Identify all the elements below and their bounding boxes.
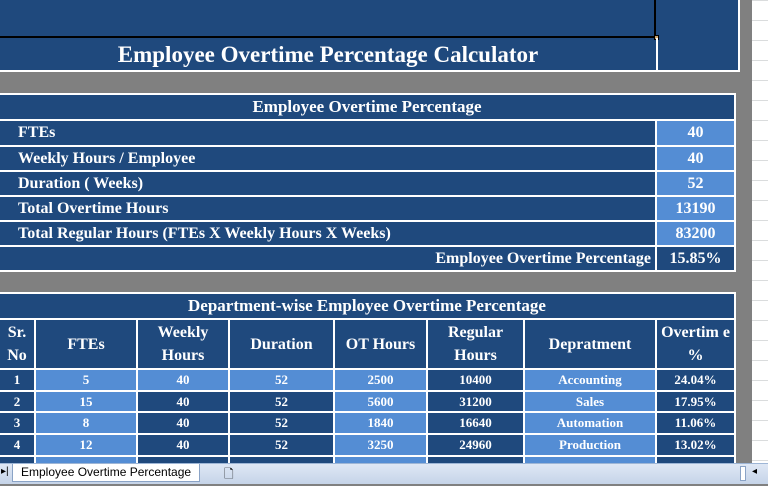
page-title: Employee Overtime Percentage Calculator [117,42,539,67]
table-cell: 52 [230,370,335,392]
table-cell: 15 [36,392,138,413]
column-header: Sr. No [0,320,36,370]
column-header: Weekly Hours [138,320,230,370]
table-cell: 11.06% [657,413,736,435]
sheet-tab-bar: ▸| Employee Overtime Percentage 🗋 ◂ [0,463,768,484]
summary-label: Weekly Hours / Employee [0,147,657,172]
table-cell: Accounting [525,370,657,392]
dept-heading: Department-wise Employee Overtime Percen… [0,294,736,320]
table-cell: 1 [0,370,36,392]
selection-box[interactable] [0,0,656,38]
table-cell: 12 [36,435,138,457]
table-cell: 4 [0,435,36,457]
column-header: Duration [230,320,335,370]
table-cell: 10400 [428,370,525,392]
column-header: FTEs [36,320,138,370]
table-cell: 40 [138,413,230,435]
table-cell: Sales [525,392,657,413]
scroll-left-icon[interactable]: ◂ [752,466,758,477]
scrollbar-split-handle[interactable] [740,466,746,481]
table-cell: 3 [0,413,36,435]
table-cell: 40 [138,370,230,392]
table-cell: 52 [230,392,335,413]
summary-value: 40 [657,121,736,147]
summary-label: Duration ( Weeks) [0,172,657,197]
divider [656,38,658,72]
table-cell: 8 [36,413,138,435]
table-cell: 16640 [428,413,525,435]
table-cell: 1840 [335,413,428,435]
result-label: Employee Overtime Percentage [0,247,657,272]
table-cell: 3250 [335,435,428,457]
column-header: Overtim e % [657,320,736,370]
table-cell: 24.04% [657,370,736,392]
table-cell: 31200 [428,392,525,413]
summary-heading: Employee Overtime Percentage [0,95,736,121]
table-cell: 5 [36,370,138,392]
department-table: Department-wise Employee Overtime Percen… [0,292,736,467]
column-header: OT Hours [335,320,428,370]
sheet-grid [752,0,768,463]
result-value: 15.85% [657,247,736,272]
table-cell: 40 [138,392,230,413]
table-cell: 5600 [335,392,428,413]
column-header: Depratment [525,320,657,370]
table-cell: Production [525,435,657,457]
table-cell: 17.95% [657,392,736,413]
summary-label: Total Overtime Hours [0,197,657,222]
table-cell: 2500 [335,370,428,392]
summary-value: 83200 [657,222,736,247]
summary-value: 40 [657,147,736,172]
summary-value: 52 [657,172,736,197]
table-cell: 40 [138,435,230,457]
summary-table: Employee Overtime Percentage FTEs 40 Weekly… [0,93,736,272]
tab-scroll-last-icon[interactable]: ▸| [1,466,9,477]
insert-sheet-icon[interactable]: 🗋 [224,467,234,481]
table-cell: 2 [0,392,36,413]
summary-label: Total Regular Hours (FTEs X Weekly Hours… [0,222,657,247]
summary-label: FTEs [0,121,657,147]
table-cell: 13.02% [657,435,736,457]
summary-value: 13190 [657,197,736,222]
table-cell: 24960 [428,435,525,457]
table-cell: 52 [230,435,335,457]
column-header: Regular Hours [428,320,525,370]
table-cell: 52 [230,413,335,435]
table-cell: Automation [525,413,657,435]
sheet-tab-active[interactable]: Employee Overtime Percentage [12,464,201,482]
